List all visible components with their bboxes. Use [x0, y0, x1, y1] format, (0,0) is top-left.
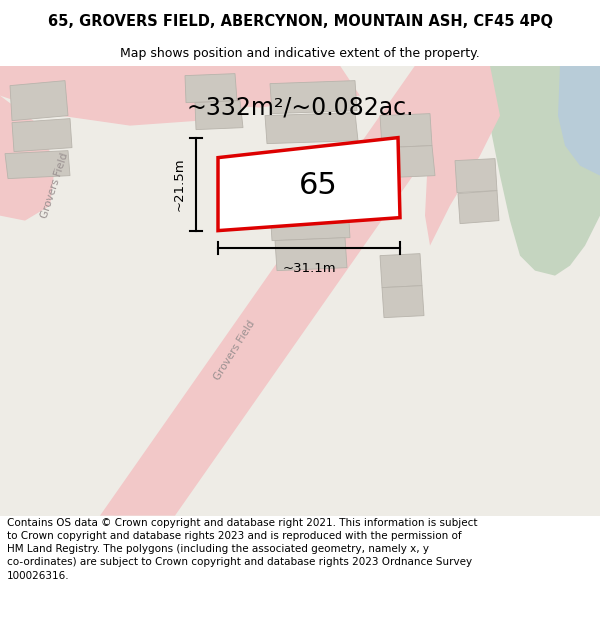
Polygon shape — [218, 138, 400, 231]
Polygon shape — [0, 66, 55, 221]
Text: Contains OS data © Crown copyright and database right 2021. This information is : Contains OS data © Crown copyright and d… — [7, 518, 478, 581]
Polygon shape — [490, 66, 600, 276]
Polygon shape — [195, 101, 243, 129]
Polygon shape — [425, 66, 500, 246]
Polygon shape — [5, 151, 70, 179]
Text: ~21.5m: ~21.5m — [173, 158, 186, 211]
Polygon shape — [0, 131, 40, 181]
Text: ~31.1m: ~31.1m — [282, 262, 336, 274]
Text: 65: 65 — [299, 171, 338, 201]
Polygon shape — [558, 66, 600, 176]
Text: ~332m²/~0.082ac.: ~332m²/~0.082ac. — [186, 96, 414, 119]
Polygon shape — [270, 81, 357, 114]
Polygon shape — [100, 66, 490, 516]
Polygon shape — [12, 119, 72, 152]
Polygon shape — [230, 66, 360, 108]
Text: 65, GROVERS FIELD, ABERCYNON, MOUNTAIN ASH, CF45 4PQ: 65, GROVERS FIELD, ABERCYNON, MOUNTAIN A… — [47, 14, 553, 29]
Polygon shape — [10, 81, 68, 121]
Polygon shape — [0, 66, 600, 516]
Polygon shape — [265, 173, 352, 209]
Text: Map shows position and indicative extent of the property.: Map shows position and indicative extent… — [120, 48, 480, 60]
Polygon shape — [275, 238, 347, 271]
Polygon shape — [458, 191, 499, 224]
Polygon shape — [380, 254, 422, 288]
Polygon shape — [0, 66, 250, 126]
Polygon shape — [185, 74, 237, 102]
Polygon shape — [455, 159, 497, 192]
Text: Grovers Field: Grovers Field — [40, 152, 70, 219]
Polygon shape — [380, 114, 432, 148]
Polygon shape — [270, 206, 350, 241]
Polygon shape — [265, 112, 358, 144]
Polygon shape — [385, 146, 435, 177]
Polygon shape — [382, 286, 424, 318]
Text: Grovers Field: Grovers Field — [212, 319, 257, 382]
